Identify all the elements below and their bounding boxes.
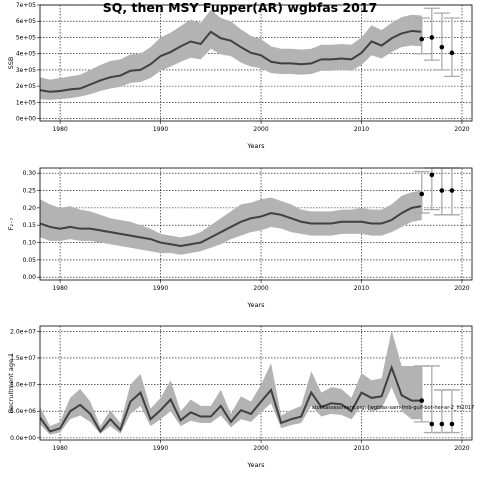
y-tick-label: 0.0e+00 [10, 435, 36, 442]
median-line [39, 29, 422, 93]
y-tick-label: 5.0e+06 [10, 408, 36, 415]
x-tick-label: 1980 [52, 285, 67, 292]
x-tick-label: 1980 [52, 126, 67, 133]
ssb-panel: 1980 1990 2000 2010 2020 0e+00 1e+05 2e+05 3e+05… [7, 2, 473, 150]
plot-frame [39, 4, 473, 122]
x-tick-label: 2020 [454, 285, 469, 292]
median-line [39, 205, 422, 248]
annotation: stockassessment.org, [wgbfas-sam-fmb-gul… [312, 405, 474, 411]
y-tick-label: 0.05 [23, 257, 37, 264]
x-tick-label: 2000 [253, 445, 268, 452]
y-tick-label: 0.00 [23, 274, 37, 281]
x-tick-label: 2020 [454, 445, 469, 452]
plot-frame [39, 325, 473, 441]
projection-point [419, 36, 425, 42]
y-tick-label: 1e+05 [16, 99, 36, 106]
x-axis-label: Years [246, 142, 265, 150]
y-tick-label: 1.5e+07 [10, 355, 36, 362]
y-tick-label: 5e+05 [16, 34, 36, 41]
figure-title: SQ, then MSY Fupper(AR) wgbfas 2017 [103, 0, 378, 15]
projection-point [419, 191, 425, 197]
y-tick-label: 0.30 [23, 170, 37, 177]
y-tick-label: 0.10 [23, 240, 37, 247]
x-tick-label: 2010 [354, 126, 369, 133]
y-tick-label: 6e+05 [16, 18, 36, 25]
projection-point [439, 44, 445, 50]
x-tick-label: 2000 [253, 285, 268, 292]
projection-point [429, 421, 435, 427]
recruitment-panel: 1980 1990 2000 2010 2020 0.0e+00 5.0e+06 1.0e+0… [7, 325, 474, 469]
projection-point [439, 421, 445, 427]
x-tick-label: 1980 [52, 445, 67, 452]
x-tick-label: 1990 [153, 126, 168, 133]
x-tick-label: 1990 [153, 445, 168, 452]
y-tick-label: 0e+00 [16, 116, 36, 123]
confidence-band [40, 190, 422, 255]
y-axis-label: F₂₋₇ [7, 217, 15, 230]
median-line [39, 364, 422, 434]
y-axis-label: SSB [7, 57, 15, 70]
y-tick-label: 2e+05 [16, 83, 36, 90]
y-tick-label: 0.20 [23, 205, 37, 212]
y-tick-label: 7e+05 [16, 2, 36, 9]
projection-point [429, 35, 435, 40]
y-tick-label: 4e+05 [16, 51, 36, 58]
y-tick-label: 3e+05 [16, 67, 36, 74]
confidence-band [40, 9, 422, 100]
y-tick-label: 2.0e+07 [10, 328, 36, 335]
projection-point [449, 188, 455, 193]
y-axis-label: Recruitment age 1 [7, 353, 15, 413]
plot-frame [39, 167, 473, 281]
y-tick-label: 0.25 [23, 188, 37, 195]
x-tick-label: 2010 [354, 285, 369, 292]
y-tick-label: 1.0e+07 [10, 382, 36, 389]
x-axis-label: Years [246, 301, 265, 309]
confidence-band [40, 330, 422, 435]
x-tick-label: 2020 [454, 126, 469, 133]
y-tick-label: 0.15 [23, 222, 37, 229]
projection-point [449, 50, 455, 56]
x-axis-label: Years [246, 461, 265, 469]
projection-point [439, 188, 445, 193]
projection-point [429, 172, 435, 178]
x-tick-label: 2000 [253, 126, 268, 133]
x-tick-label: 2010 [354, 445, 369, 452]
x-tick-label: 1990 [153, 285, 168, 292]
fishing-mortality-panel: 1980 1990 2000 2010 2020 0.00 0.05 0.10 0.15 0.20… [7, 167, 473, 309]
projection-point [449, 421, 455, 427]
projection-point [419, 398, 425, 403]
